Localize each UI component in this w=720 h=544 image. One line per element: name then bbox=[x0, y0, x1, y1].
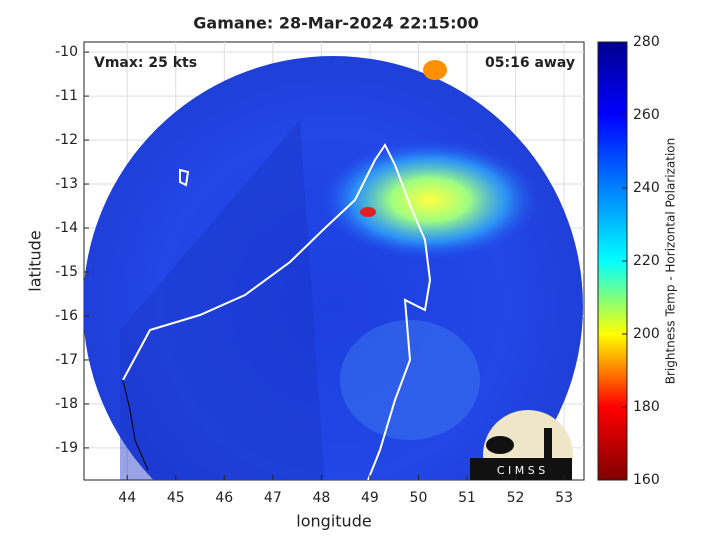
y-tick-label: -13 bbox=[55, 176, 78, 192]
y-tick-label: -12 bbox=[55, 132, 78, 148]
coastline bbox=[122, 379, 149, 471]
x-tick-label: 48 bbox=[312, 490, 330, 506]
image: C I M S S bbox=[84, 56, 583, 480]
chart-title: Gamane: 28-Mar-2024 22:15:00 bbox=[193, 14, 478, 33]
logo-text: C I M S S bbox=[497, 464, 545, 477]
cloud bbox=[423, 60, 447, 80]
cloud bbox=[340, 320, 480, 440]
y-tick-label: -19 bbox=[55, 440, 78, 456]
y-tick-label: -11 bbox=[55, 88, 78, 104]
dark-swath bbox=[120, 120, 325, 480]
coastline bbox=[93, 110, 432, 480]
y-tick-label: -15 bbox=[55, 264, 78, 280]
x-tick-label: 50 bbox=[410, 490, 428, 506]
y-tick-label: -14 bbox=[55, 220, 78, 236]
x-tick-label: 51 bbox=[458, 490, 476, 506]
y-tick-label: -18 bbox=[55, 396, 78, 412]
colorbar-tick-label: 180 bbox=[633, 399, 660, 415]
colorbar-tick-label: 220 bbox=[633, 253, 660, 269]
colorbar-tick-label: 160 bbox=[633, 472, 660, 488]
x-tick-label: 49 bbox=[361, 490, 379, 506]
y-tick-label: -10 bbox=[55, 44, 78, 60]
colorbar-tick-label: 280 bbox=[633, 34, 660, 50]
y-axis-label: latitude bbox=[26, 230, 45, 291]
colorbar-tick-label: 240 bbox=[633, 180, 660, 196]
cloud bbox=[360, 207, 376, 217]
colorbar-tick-label: 260 bbox=[633, 107, 660, 123]
colorbar-label: Brightness Temp - Horizontal Polarizatio… bbox=[664, 138, 678, 385]
y-tick-label: -17 bbox=[55, 352, 78, 368]
x-tick-label: 52 bbox=[507, 490, 525, 506]
x-tick-label: 47 bbox=[264, 490, 282, 506]
annotation: 05:16 away bbox=[485, 55, 575, 71]
logo: C I M S S bbox=[470, 410, 573, 480]
x-axis-label: longitude bbox=[296, 512, 371, 531]
x-tick-label: 53 bbox=[555, 490, 573, 506]
y-tick-label: -16 bbox=[55, 308, 78, 324]
cloud bbox=[320, 140, 540, 260]
colorbar-tick-label: 200 bbox=[633, 326, 660, 342]
annotation: Vmax: 25 kts bbox=[94, 55, 197, 71]
x-tick-label: 44 bbox=[118, 490, 136, 506]
x-tick-label: 46 bbox=[215, 490, 233, 506]
x-tick-label: 45 bbox=[167, 490, 185, 506]
